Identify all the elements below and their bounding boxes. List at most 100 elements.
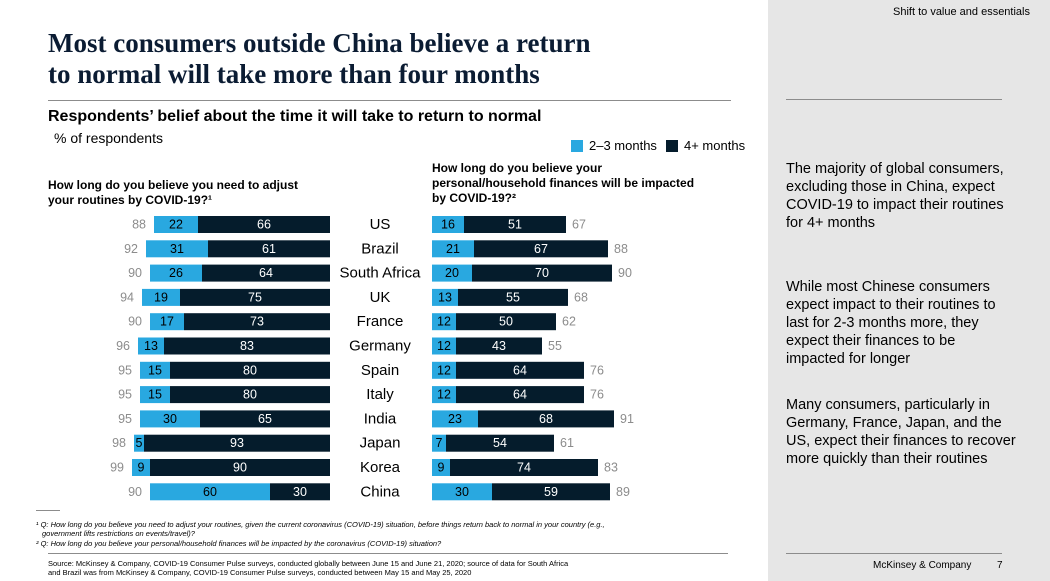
left-value-short-china: 60 [203, 485, 217, 499]
left-bar-short-germany [138, 337, 164, 355]
left-value-short-us: 22 [169, 218, 183, 232]
chart-unit: % of respondents [54, 130, 163, 146]
side-panel [768, 0, 1050, 581]
left-bar-long-spain [170, 361, 330, 379]
takeaway-3: Many consumers, particularly in Germany,… [786, 397, 1016, 467]
right-total-us: 67 [572, 218, 586, 232]
right-value-long-uk: 55 [506, 290, 520, 304]
left-bar-short-china [150, 483, 270, 501]
left-bar-short-japan [134, 434, 144, 452]
right-bar-short-france [432, 313, 456, 331]
left-value-long-brazil: 61 [262, 242, 276, 256]
left-value-long-germany: 83 [240, 339, 254, 353]
left-value-short-japan: 5 [136, 436, 143, 450]
right-question-line-3: by COVID-19?² [432, 191, 517, 205]
right-bar-long-brazil [474, 240, 608, 258]
right-value-long-brazil: 67 [534, 242, 548, 256]
left-total-uk: 94 [120, 290, 134, 304]
footer-divider [786, 553, 1002, 554]
right-bar-short-italy [432, 386, 456, 404]
legend-label-long: 4+ months [684, 138, 746, 153]
left-value-long-us: 66 [257, 218, 271, 232]
page-title-line-1: Most consumers outside China believe a r… [48, 28, 591, 58]
right-total-south-africa: 90 [618, 266, 632, 280]
left-value-long-china: 30 [293, 485, 307, 499]
left-value-short-india: 30 [163, 412, 177, 426]
category-label-france: France [357, 313, 404, 330]
left-bar-long-japan [144, 434, 330, 452]
brand-name: McKinsey & Company [873, 560, 972, 571]
left-value-short-germany: 13 [144, 339, 158, 353]
category-label-germany: Germany [349, 338, 411, 355]
right-bar-short-brazil [432, 240, 474, 258]
left-bar-long-uk [180, 288, 330, 306]
right-value-long-korea: 74 [517, 461, 531, 475]
left-bar-short-uk [142, 288, 180, 306]
chart-subtitle: Respondents’ belief about the time it wi… [48, 108, 542, 125]
left-value-short-brazil: 31 [170, 242, 184, 256]
legend-item-long: 4+ months [666, 138, 745, 153]
side-divider-top [786, 99, 1002, 100]
right-value-long-germany: 43 [492, 339, 506, 353]
footnote-1-line-2: government lifts restrictions on events/… [42, 529, 195, 538]
left-total-france: 90 [128, 315, 142, 329]
category-label-india: India [364, 410, 397, 427]
left-bar-long-china [270, 483, 330, 501]
right-bar-short-germany [432, 337, 456, 355]
left-total-china: 90 [128, 485, 142, 499]
category-label-brazil: Brazil [361, 240, 399, 257]
left-total-south-africa: 90 [128, 266, 142, 280]
left-total-japan: 98 [112, 436, 126, 450]
source-line-1: Source: McKinsey & Company, COVID-19 Con… [48, 559, 569, 568]
left-total-spain: 95 [118, 363, 132, 377]
right-bar-long-india [478, 410, 614, 428]
right-total-italy: 76 [590, 388, 604, 402]
legend-swatch-long [666, 139, 678, 152]
right-bar-short-uk [432, 288, 458, 306]
page-title: Most consumers outside China believe a r… [48, 28, 748, 90]
right-bar-long-korea [450, 459, 598, 476]
right-total-korea: 83 [604, 461, 618, 475]
right-value-short-italy: 12 [437, 388, 451, 402]
right-value-short-uk: 13 [438, 290, 452, 304]
left-value-short-france: 17 [160, 315, 174, 329]
left-value-short-italy: 15 [148, 388, 162, 402]
left-bar-long-us [198, 216, 330, 233]
left-bar-long-brazil [208, 240, 330, 258]
left-question-line-1: How long do you believe you need to adju… [48, 178, 299, 192]
left-value-long-spain: 80 [243, 363, 257, 377]
right-bar-short-japan [432, 434, 446, 452]
right-total-spain: 76 [590, 363, 604, 377]
right-total-brazil: 88 [614, 242, 628, 256]
left-bar-short-italy [140, 386, 170, 404]
left-bar-short-korea [132, 459, 150, 476]
left-bar-short-south-africa [150, 264, 202, 282]
left-total-korea: 99 [110, 461, 124, 475]
category-label-us: US [370, 216, 391, 233]
right-value-long-italy: 64 [513, 388, 527, 402]
left-bar-long-india [200, 410, 330, 428]
right-value-short-south-africa: 20 [445, 266, 459, 280]
right-value-short-france: 12 [437, 315, 451, 329]
right-bar-long-france [456, 313, 556, 331]
left-total-germany: 96 [116, 339, 130, 353]
right-value-long-south-africa: 70 [535, 266, 549, 280]
right-bar-long-italy [456, 386, 584, 404]
left-bar-long-germany [164, 337, 330, 355]
left-question-line-2: your routines by COVID-19?¹ [48, 193, 213, 207]
right-value-long-spain: 64 [513, 363, 527, 377]
left-bar-short-spain [140, 361, 170, 379]
right-value-short-us: 16 [441, 218, 455, 232]
left-bar-long-france [184, 313, 330, 331]
right-value-long-china: 59 [544, 485, 558, 499]
right-value-short-spain: 12 [437, 363, 451, 377]
right-bar-short-south-africa [432, 264, 472, 282]
legend-swatch-short [571, 139, 583, 152]
left-bar-long-south-africa [202, 264, 330, 282]
takeaway-2: While most Chinese consumers expect impa… [786, 279, 996, 367]
section-tag: Shift to value and essentials [893, 6, 1030, 18]
legend-item-short: 2–3 months [571, 138, 657, 153]
source-line-2: and Brazil was from McKinsey & Company, … [48, 568, 472, 577]
footnote-divider [36, 510, 60, 511]
